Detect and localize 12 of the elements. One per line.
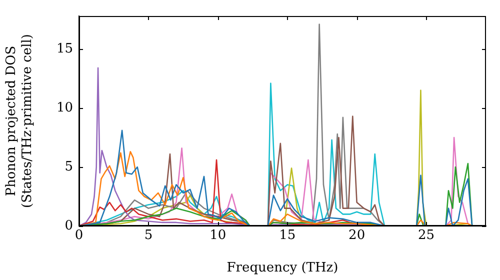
x-tick-label: 15 [279,228,296,244]
x-tick-label: 10 [210,228,226,244]
x-tick-label: 0 [74,228,84,244]
x-tick-label: 5 [144,228,153,244]
x-axis-title: Frequency (THz) [226,260,338,276]
y-axis-title: Phonon projected DOS (States/THz·primitive cell) [4,34,35,208]
y-tick-label: 10 [56,100,73,116]
x-tick-label: 25 [418,228,435,244]
y-tick-label: 5 [64,159,73,174]
y-tick-label: 0 [64,218,73,234]
y-tick-label: 15 [56,41,73,56]
x-tick-label: 20 [348,228,366,244]
